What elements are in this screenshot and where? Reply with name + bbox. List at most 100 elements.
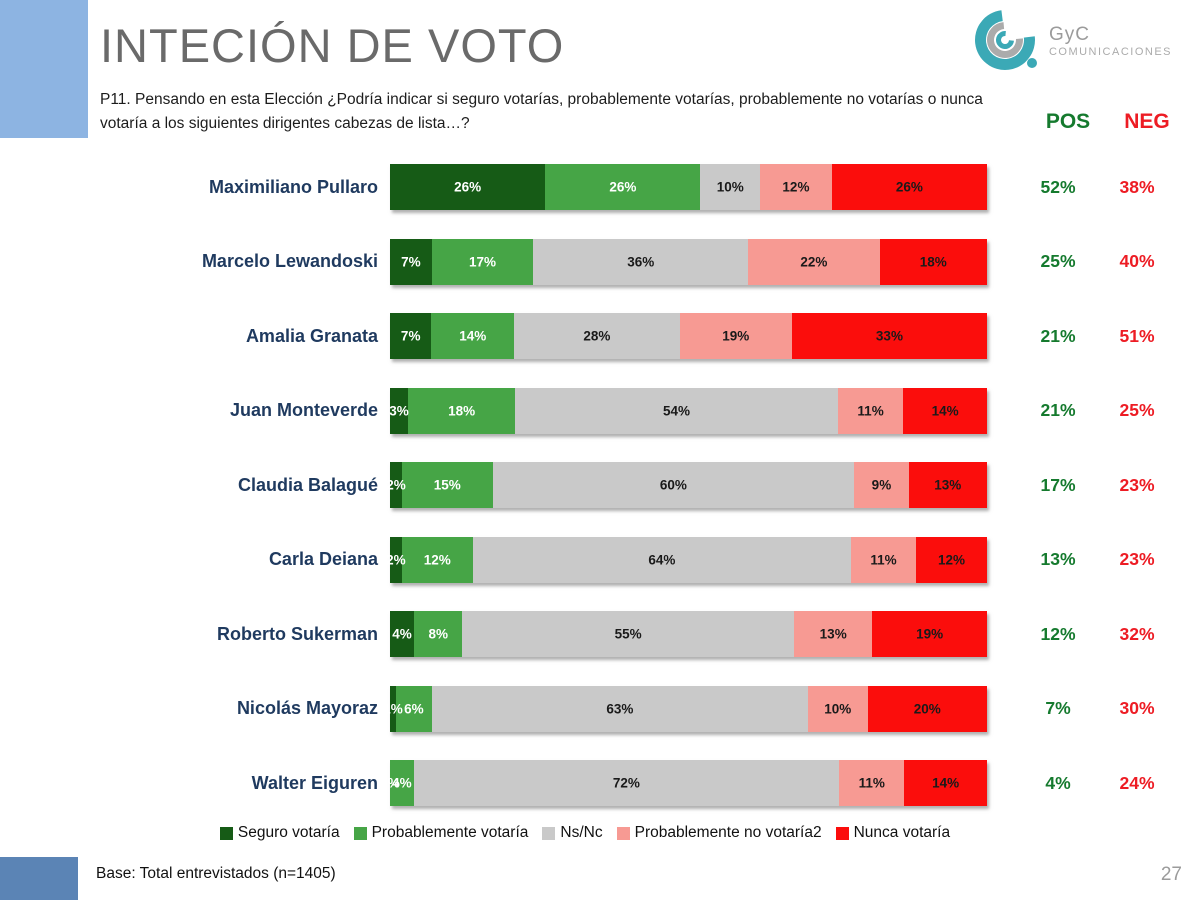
bar-segment: 15%	[402, 462, 493, 509]
table-row: Juan Monteverde 3% 18% 54% 11% 14% 21% 25%	[0, 374, 1200, 449]
segment-value-label: 19%	[722, 328, 750, 344]
segment-value-label: 13%	[819, 626, 847, 642]
table-row: Carla Deiana 2% 12% 64% 11% 12% 13% 23%	[0, 523, 1200, 598]
bar-segment: 3%	[389, 387, 409, 434]
logo-subtitle: COMUNICACIONES	[1048, 46, 1172, 58]
table-row: Claudia Balagué 2% 15% 60% 9% 13% 17% 23%	[0, 448, 1200, 523]
pos-value: 25%	[1040, 251, 1076, 272]
bar-segment: 17%	[431, 238, 534, 285]
candidate-name: Claudia Balagué	[237, 474, 378, 495]
candidate-name: Marcelo Lewandoski	[201, 251, 378, 272]
bar-segment: 28%	[514, 313, 680, 360]
voting-intention-chart: Maximiliano Pullaro 26% 26% 10% 12% 26% 52% 38%…	[0, 150, 1200, 821]
bar-segment: 9%	[854, 462, 909, 509]
neg-column-header: NEG	[1124, 110, 1170, 133]
table-row: Walter Eiguren 0% 4% 72% 11% 14% 4% 24%	[0, 746, 1200, 821]
pos-value: 4%	[1045, 772, 1071, 793]
segment-value-label: 4%	[392, 626, 412, 642]
pos-value: 13%	[1040, 549, 1076, 570]
segment-value-label: 7%	[401, 254, 421, 270]
bar-segment: 60%	[492, 462, 855, 509]
segment-value-label: 36%	[627, 254, 655, 270]
bar-segment: 11%	[851, 536, 917, 583]
chart-legend: Seguro votaría Probablemente votaría Ns/Nc…	[0, 824, 1170, 842]
candidate-name: Maximiliano Pullaro	[208, 176, 378, 197]
legend-swatch-icon	[219, 826, 233, 840]
segment-value-label: 14%	[932, 775, 960, 791]
logo-name: GyC	[1048, 24, 1090, 45]
bar-segment: 14%	[431, 313, 515, 360]
segment-value-label: 1%	[383, 701, 403, 717]
stacked-bar: 0% 4% 72% 11% 14%	[380, 760, 987, 807]
bar-segment: 55%	[462, 611, 794, 658]
bar-segment: 18%	[407, 387, 516, 434]
table-row: Roberto Sukerman 4% 8% 55% 13% 19% 12% 32%	[0, 597, 1200, 672]
bar-segment: 63%	[431, 685, 808, 732]
bar-segment: 26%	[545, 164, 701, 211]
legend-item: Probablemente no votaría2	[616, 824, 822, 842]
bar-segment: 36%	[533, 238, 749, 285]
segment-value-label: 11%	[857, 403, 884, 419]
bar-segment: 1%	[383, 685, 403, 732]
bar-segment: 6%	[395, 685, 432, 732]
candidate-name: Walter Eiguren	[251, 772, 378, 793]
neg-value: 32%	[1119, 623, 1155, 644]
segment-value-label: 14%	[459, 328, 487, 344]
bar-segment: 12%	[916, 536, 987, 583]
segment-value-label: 18%	[448, 403, 476, 419]
segment-value-label: 4%	[392, 775, 412, 791]
bar-segment: 7%	[390, 313, 432, 360]
segment-value-label: 60%	[659, 477, 687, 493]
bar-segment: 2%	[386, 462, 406, 509]
neg-value: 38%	[1119, 176, 1155, 197]
legend-swatch-icon	[542, 826, 556, 840]
segment-value-label: 26%	[609, 179, 637, 195]
corner-accent-top	[0, 0, 88, 138]
bar-segment: 18%	[879, 238, 987, 285]
bar-segment: 19%	[872, 611, 987, 658]
logo-dot	[1026, 58, 1037, 68]
segment-value-label: 7%	[400, 328, 421, 344]
gyc-logo-icon	[962, 0, 1048, 83]
segment-value-label: 28%	[583, 328, 611, 344]
stacked-bar: 3% 18% 54% 11% 14%	[389, 387, 987, 434]
bar-segment: 26%	[831, 164, 987, 211]
candidate-name: Carla Deiana	[268, 549, 378, 570]
segment-value-label: 9%	[871, 477, 892, 493]
bar-segment: 19%	[679, 313, 792, 360]
segment-value-label: 55%	[614, 626, 642, 642]
segment-value-label: 26%	[454, 179, 482, 195]
segment-value-label: 12%	[937, 552, 966, 568]
legend-swatch-icon	[616, 826, 630, 840]
bar-segment: 13%	[794, 611, 873, 658]
pos-value: 52%	[1040, 176, 1076, 197]
segment-value-label: 10%	[716, 179, 744, 195]
bar-segment: 13%	[908, 462, 987, 509]
segment-value-label: 22%	[800, 254, 828, 270]
candidate-name: Juan Monteverde	[229, 400, 378, 421]
legend-item: Seguro votaría	[219, 824, 340, 842]
segment-value-label: 3%	[389, 403, 409, 419]
segment-value-label: 63%	[606, 701, 634, 717]
table-row: Nicolás Mayoraz 1% 6% 63% 10% 20% 7% 30%	[0, 672, 1200, 747]
bar-segment: 7%	[390, 238, 432, 285]
page-title: INTECIÓN DE VOTO	[100, 19, 565, 72]
legend-item: Nunca votaría	[835, 824, 950, 842]
neg-value: 23%	[1119, 549, 1155, 570]
pos-column-header: POS	[1045, 110, 1091, 133]
bar-segment: 10%	[807, 685, 868, 732]
legend-item: Ns/Nc	[542, 824, 603, 842]
pos-value: 17%	[1040, 474, 1076, 495]
segment-value-label: 8%	[428, 626, 448, 642]
bar-segment: 4%	[390, 760, 414, 807]
segment-value-label: 11%	[858, 775, 885, 791]
table-row: Amalia Granata 7% 14% 28% 19% 33% 21% 51%	[0, 299, 1200, 374]
legend-swatch-icon	[835, 826, 849, 840]
candidate-name: Roberto Sukerman	[216, 623, 378, 644]
bar-segment: 54%	[515, 387, 838, 434]
legend-label: Ns/Nc	[560, 824, 603, 841]
legend-label: Seguro votaría	[237, 824, 340, 841]
bar-segment: 72%	[413, 760, 840, 807]
base-note: Base: Total entrevistados (n=1405)	[96, 865, 336, 882]
stacked-bar: 26% 26% 10% 12% 26%	[390, 164, 987, 211]
